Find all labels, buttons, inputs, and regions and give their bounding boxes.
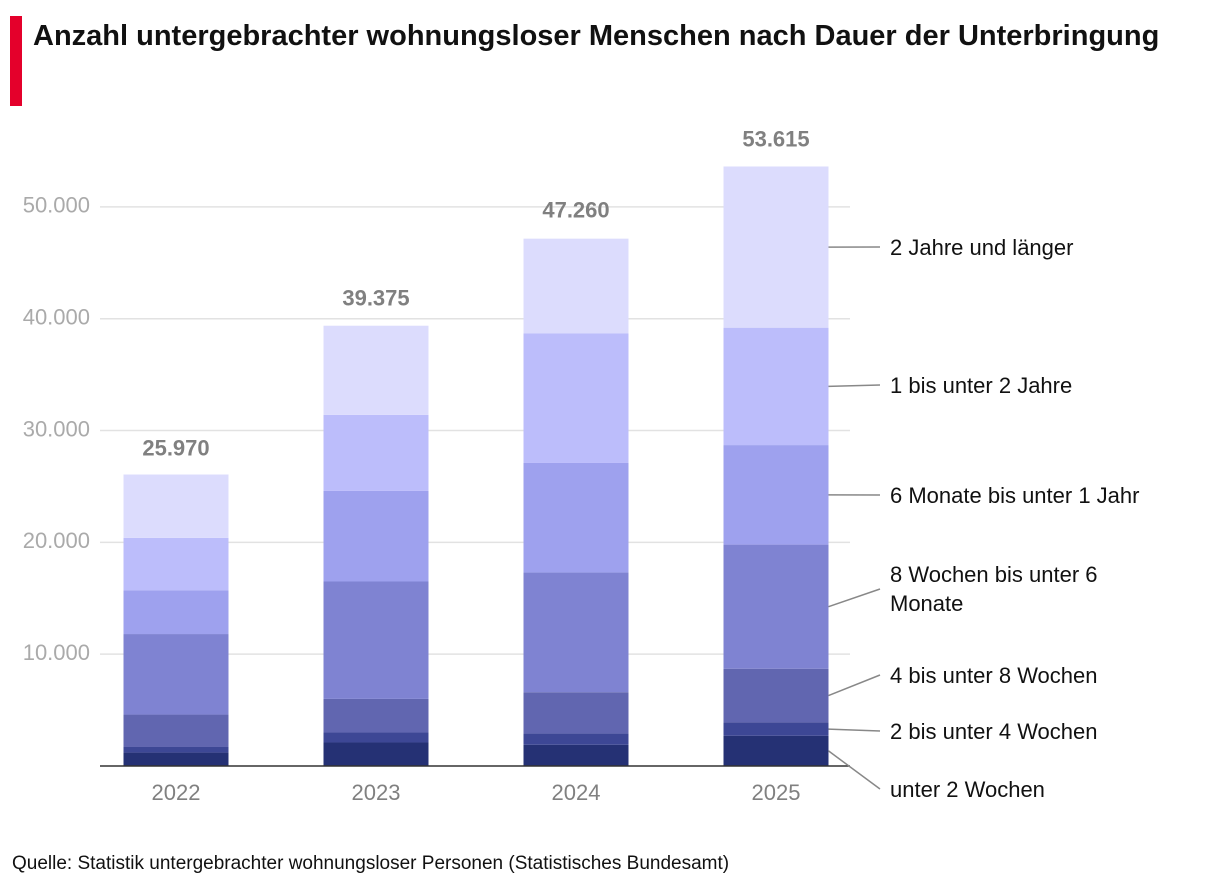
bar-segment	[523, 733, 629, 745]
legend-label: unter 2 Wochen	[890, 777, 1045, 802]
x-tick-label: 2024	[552, 780, 601, 805]
legend-leader	[828, 674, 881, 697]
bar-segment	[323, 581, 429, 699]
y-tick-label: 40.000	[23, 305, 90, 330]
bar-segment	[723, 327, 829, 446]
bar-segment	[723, 722, 829, 736]
bar-segment	[323, 732, 429, 743]
total-label: 25.970	[142, 435, 209, 460]
legend-label: 2 Jahre und länger	[890, 235, 1074, 260]
bar-segment	[523, 572, 629, 693]
bar-segment	[723, 735, 829, 766]
chart-title: Anzahl untergebrachter wohnungsloser Men…	[33, 20, 1160, 52]
total-label: 53.615	[742, 126, 809, 151]
bar-segment	[123, 634, 229, 715]
bar-segment	[723, 544, 829, 669]
y-tick-label: 20.000	[23, 528, 90, 553]
x-tick-label: 2022	[152, 780, 201, 805]
legend-leader	[828, 588, 881, 608]
legend-leader	[828, 750, 881, 790]
y-tick-label: 10.000	[23, 640, 90, 665]
bar-segment	[123, 590, 229, 635]
bar-segment	[123, 714, 229, 747]
legend-label: 1 bis unter 2 Jahre	[890, 373, 1073, 398]
legend-label: 6 Monate bis unter 1 Jahr	[890, 483, 1140, 508]
legend-leader	[828, 384, 881, 388]
x-tick-label: 2025	[752, 780, 801, 805]
total-label: 47.260	[542, 197, 609, 222]
y-tick-label: 30.000	[23, 416, 90, 441]
bar-segment	[523, 333, 629, 463]
bar-segment	[123, 474, 229, 538]
legend-label: 8 Wochen bis unter 6 Monate	[890, 562, 1098, 616]
bar-segment	[723, 668, 829, 723]
legend-label: 4 bis unter 8 Wochen	[890, 663, 1098, 688]
bar-segment	[323, 742, 429, 766]
bar-segment	[123, 746, 229, 753]
total-label: 39.375	[342, 286, 409, 311]
bar-segment	[323, 325, 429, 415]
bar-segment	[123, 752, 229, 766]
legend-leader	[828, 728, 881, 732]
source: Quelle: Statistik untergebrachter wohnun…	[12, 853, 730, 874]
bar-segment	[123, 537, 229, 591]
bar-segment	[723, 166, 829, 328]
bar-segment	[523, 744, 629, 766]
bar-segment	[523, 238, 629, 334]
bar-segment	[323, 698, 429, 733]
bar-segment	[523, 462, 629, 573]
title-accent	[10, 16, 22, 106]
bar-segment	[523, 692, 629, 734]
legend-label: 2 bis unter 4 Wochen	[890, 719, 1098, 744]
bar-segment	[323, 414, 429, 491]
x-tick-label: 2023	[352, 780, 401, 805]
bar-segment	[723, 445, 829, 545]
y-tick-label: 50.000	[23, 193, 90, 218]
bar-segment	[323, 490, 429, 582]
